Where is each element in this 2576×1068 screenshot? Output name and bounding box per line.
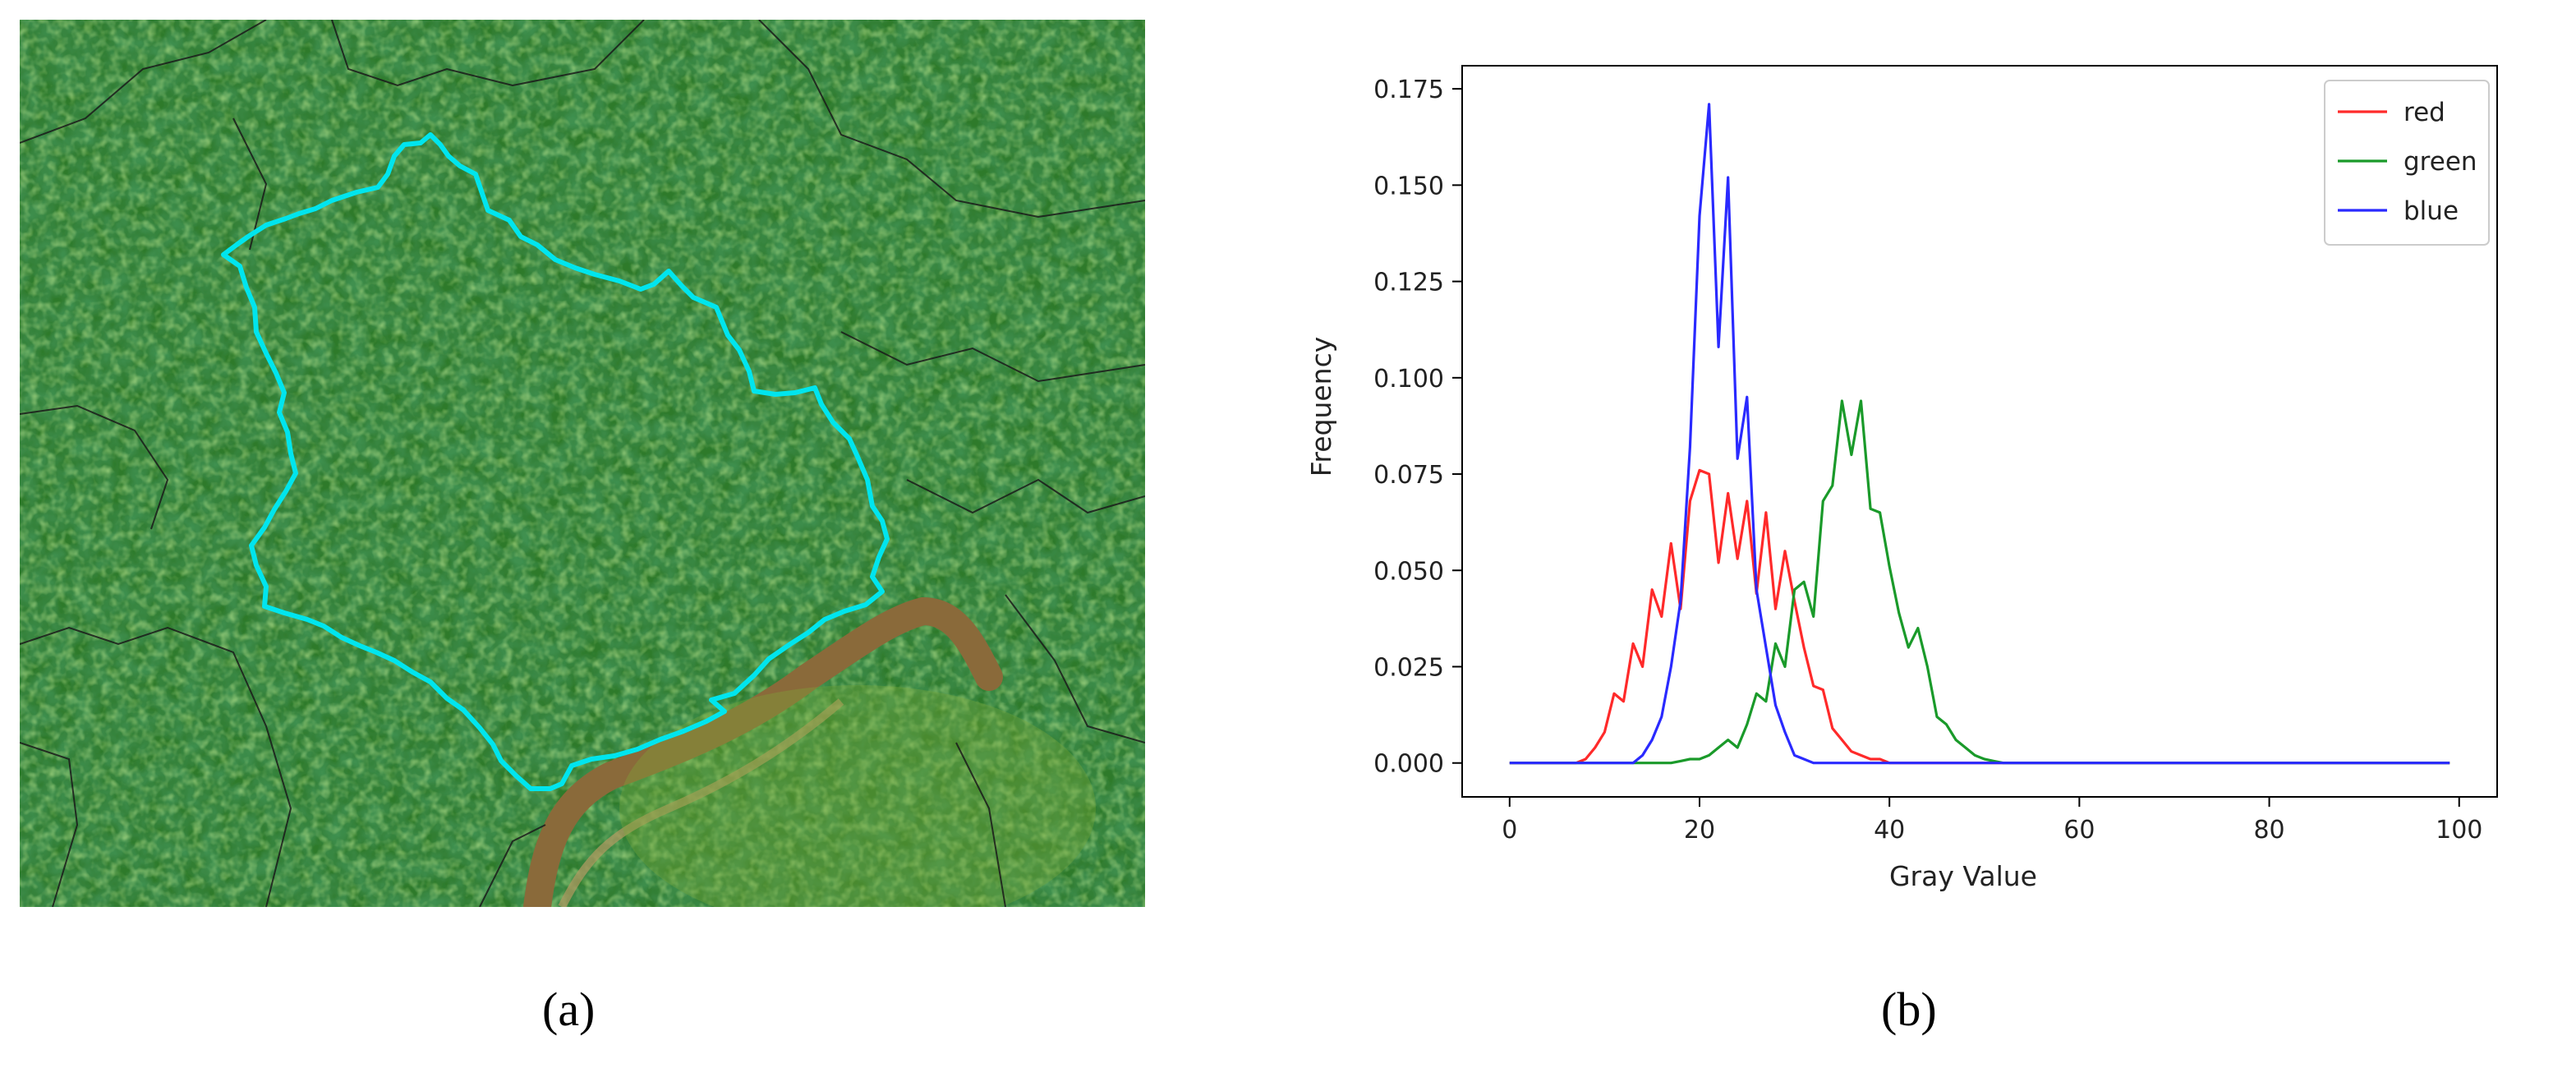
y-tick-label: 0.000 [1373, 750, 1444, 779]
x-tick-label: 0 [1502, 816, 1517, 845]
x-tick-label: 80 [2253, 816, 2284, 845]
y-axis-title: Frequency [1305, 337, 1337, 476]
series-line-red [1509, 468, 2450, 765]
segment-boundaries [19, 19, 1146, 908]
series-line-green [1509, 399, 2450, 765]
clearing [619, 685, 1096, 932]
y-tick-label: 0.150 [1373, 172, 1444, 200]
legend-label-red: red [2404, 98, 2445, 127]
dirt-path-edge [558, 698, 844, 909]
forest-aerial-svg [19, 19, 1146, 932]
series-group [1509, 103, 2450, 765]
y-tick-label: 0.025 [1373, 654, 1444, 683]
x-tick-label: 20 [1684, 816, 1715, 845]
axes-group: 0 20 40 60 80 100 0.000 0.025 0.050 0.075 0.100 0.1… [1305, 65, 2498, 892]
x-axis-title: Gray Value [1889, 860, 2037, 892]
forest-aerial-image [19, 19, 1146, 932]
x-tick-label: 100 [2436, 816, 2482, 845]
x-tick-label: 60 [2063, 816, 2095, 845]
dirt-path [523, 596, 1003, 921]
series-line-blue [1509, 103, 2450, 765]
histogram-chart-svg: 0 20 40 60 80 100 0.000 0.025 0.050 0.075 0.100 0.1… [1305, 65, 2498, 892]
plot-frame [1461, 65, 2498, 798]
histogram-chart: 0 20 40 60 80 100 0.000 0.025 0.050 0.075 0.100 0.1… [1281, 33, 2563, 920]
canopy-highlights [20, 20, 1145, 907]
legend-box [2324, 80, 2490, 246]
y-tick-label: 0.125 [1373, 269, 1444, 297]
y-tick-label: 0.075 [1373, 461, 1444, 490]
legend-label-blue: blue [2404, 196, 2459, 226]
x-tick-label: 40 [1874, 816, 1905, 845]
caption-b: (b) [1881, 983, 1937, 1036]
caption-a: (a) [542, 983, 596, 1036]
crown-outline [221, 132, 890, 791]
legend: red green blue [2324, 80, 2490, 246]
y-tick-label: 0.050 [1373, 557, 1444, 586]
y-tick-label: 0.100 [1373, 365, 1444, 394]
legend-label-green: green [2404, 147, 2477, 177]
y-tick-label: 0.175 [1373, 76, 1444, 104]
